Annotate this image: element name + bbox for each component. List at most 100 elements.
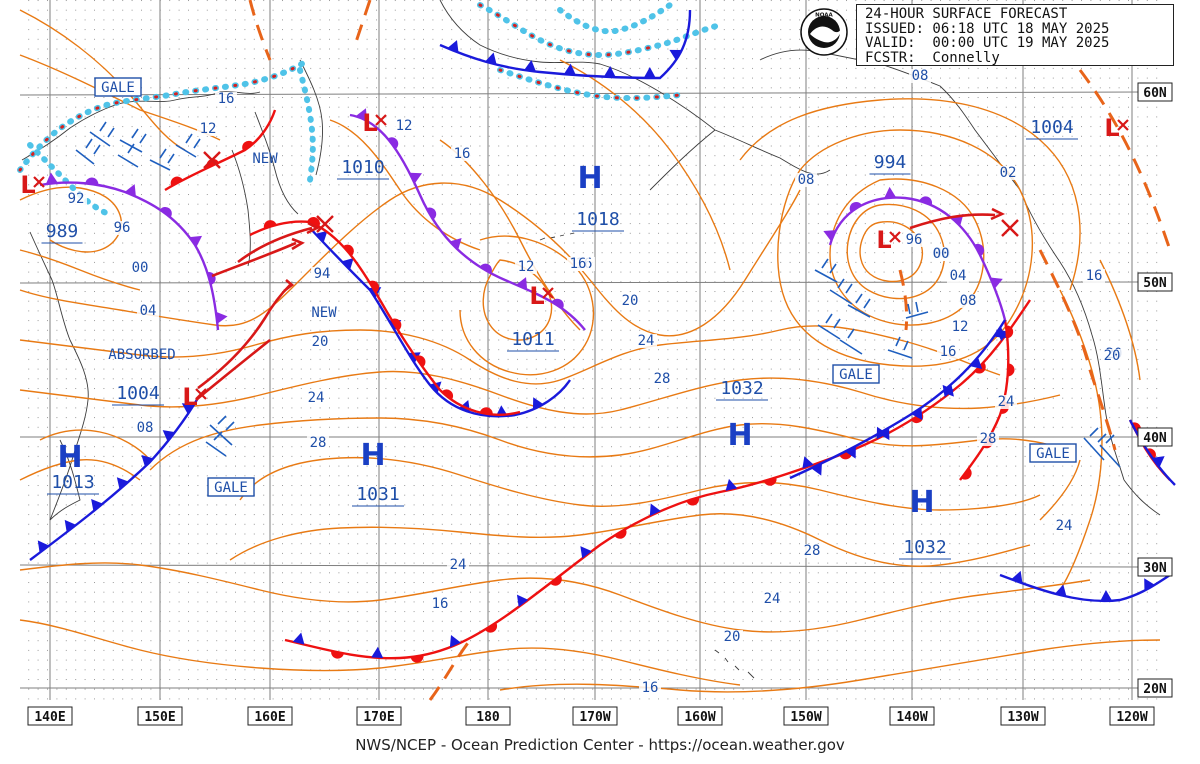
cold-front-triangle: [725, 478, 738, 491]
isobar-label: 20: [622, 293, 639, 309]
center-pressure-label: 1010: [341, 157, 384, 178]
dissipating-low-marker: [1001, 219, 1019, 237]
isobar-label: 16: [218, 91, 235, 107]
latitude-label: 40N: [1143, 431, 1167, 446]
low-x-marker: [1117, 119, 1129, 131]
low-x-marker: [889, 231, 901, 243]
isobar-label: 00: [933, 246, 950, 262]
cold-front-triangle: [124, 184, 136, 197]
warm-front-semicircle: [307, 217, 320, 227]
cold-front-triangle: [993, 326, 1007, 338]
longitude-label: 170E: [363, 710, 394, 725]
low-pressure-center: L 1004: [112, 383, 207, 411]
longitude-label: 130W: [1007, 710, 1038, 725]
warm-front-central: [249, 217, 521, 416]
warm-front-semicircle: [415, 355, 426, 368]
isobar-label: 00: [132, 260, 149, 276]
cold-front-triangle: [649, 503, 661, 516]
warm-front-semicircle: [479, 263, 492, 274]
latitude-label: 50N: [1143, 276, 1167, 291]
cold-front-triangle: [64, 519, 77, 533]
cold-front-triangle: [292, 632, 305, 645]
high-pressure-center: H 1018: [572, 161, 624, 232]
cold-front-triangle: [91, 498, 103, 512]
cold-front-triangle: [215, 311, 228, 324]
issued-time: ISSUED: 06:18 UTC 18 MAY 2025: [865, 20, 1110, 37]
weather-fronts: [29, 9, 1176, 663]
warm-front-semicircle: [263, 220, 277, 229]
cold-front-triangle: [969, 357, 983, 369]
center-pressure-label: 1032: [720, 378, 763, 399]
dissipating-low-marker: [203, 151, 221, 169]
forecast-header: 24-HOUR SURFACE FORECAST ISSUED: 06:18 U…: [856, 4, 1174, 66]
warm-front-semicircle: [551, 298, 564, 309]
cold-front-triangle: [116, 477, 129, 490]
forecaster: FCSTR: Connelly: [865, 49, 1000, 66]
cold-front-triangle: [371, 646, 384, 659]
warm-front-semicircle: [1005, 325, 1014, 339]
cold-front-triangle: [845, 446, 856, 459]
isobar-label: 24: [998, 394, 1015, 410]
longitude-label: 150E: [144, 710, 175, 725]
warm-front-semicircle: [686, 497, 700, 506]
low-symbol: L: [1104, 114, 1119, 142]
isobar-label: 12: [396, 118, 413, 134]
new-low-label: NEW: [311, 305, 337, 321]
isobar-label: 12: [518, 259, 535, 275]
noaa-logo-text: NOAA: [815, 13, 833, 19]
latitude-label: 60N: [1143, 86, 1167, 101]
cold-front-triangle: [1054, 584, 1067, 597]
isobar-label: 12: [200, 121, 217, 137]
warm-front-semicircle: [441, 389, 454, 400]
cold-front-triangle: [45, 172, 58, 184]
cold-front-triangle: [884, 186, 897, 199]
valid-time: VALID: 00:00 UTC 19 MAY 2025: [865, 35, 1110, 51]
cold-front-triangle: [37, 540, 50, 553]
low-x-marker: [195, 388, 207, 400]
center-pressure-label: 994: [874, 152, 907, 173]
cold-front-triangle: [341, 257, 354, 270]
cold-front-triangle: [408, 352, 421, 364]
warm-front-semicircle: [369, 280, 379, 293]
isobar-label: 16: [432, 596, 449, 612]
isobar-label: 96: [114, 220, 131, 236]
footer-credit: NWS/NCEP - Ocean Prediction Center - htt…: [355, 736, 845, 754]
dissipating-low-marker: [316, 215, 334, 233]
isobar-label: 24: [450, 557, 467, 573]
isobar-label: 24: [1056, 518, 1073, 534]
noaa-logo: NOAA: [800, 8, 848, 56]
warm-front-semicircle: [485, 622, 498, 633]
cold-front-triangle: [449, 634, 461, 648]
cold-front-triangle: [409, 172, 423, 184]
isobar-label: 24: [638, 333, 655, 349]
isobar-label: 16: [570, 256, 587, 272]
gale-warning-label: GALE: [101, 80, 135, 96]
low-pressure-center: L 989: [20, 171, 83, 244]
cold-front-triangle: [1152, 456, 1165, 468]
new-low-label: NEW: [252, 151, 278, 167]
cold-front-triangle: [811, 463, 822, 476]
isobar-label: 20: [312, 334, 329, 350]
isobar-label: 24: [308, 390, 325, 406]
center-pressure-label: 989: [46, 221, 79, 242]
cold-front-triangle: [603, 65, 616, 78]
longitude-label: 160E: [254, 710, 285, 725]
center-pressure-label: 1031: [356, 484, 399, 505]
isobar-label: 16: [642, 680, 659, 696]
lat-lon-grid: [19, 0, 1161, 700]
cold-front-triangle: [1144, 578, 1155, 591]
cold-front-triangle: [580, 546, 592, 559]
isobar-label: 28: [654, 371, 671, 387]
dotted-graticule: [20, 0, 1160, 700]
low-symbol: L: [20, 171, 35, 199]
stationary-front-pacific: [284, 299, 1031, 663]
motion-arrows: [195, 207, 1006, 401]
isobar-label: 24: [764, 591, 781, 607]
isobar-label: 28: [980, 431, 997, 447]
warm-front-semicircle: [1007, 363, 1015, 377]
low-symbol: L: [876, 226, 891, 254]
cold-front-central: [309, 227, 571, 418]
low-pressure-center: L 994: [869, 152, 911, 254]
warm-front-semicircle: [331, 650, 344, 659]
